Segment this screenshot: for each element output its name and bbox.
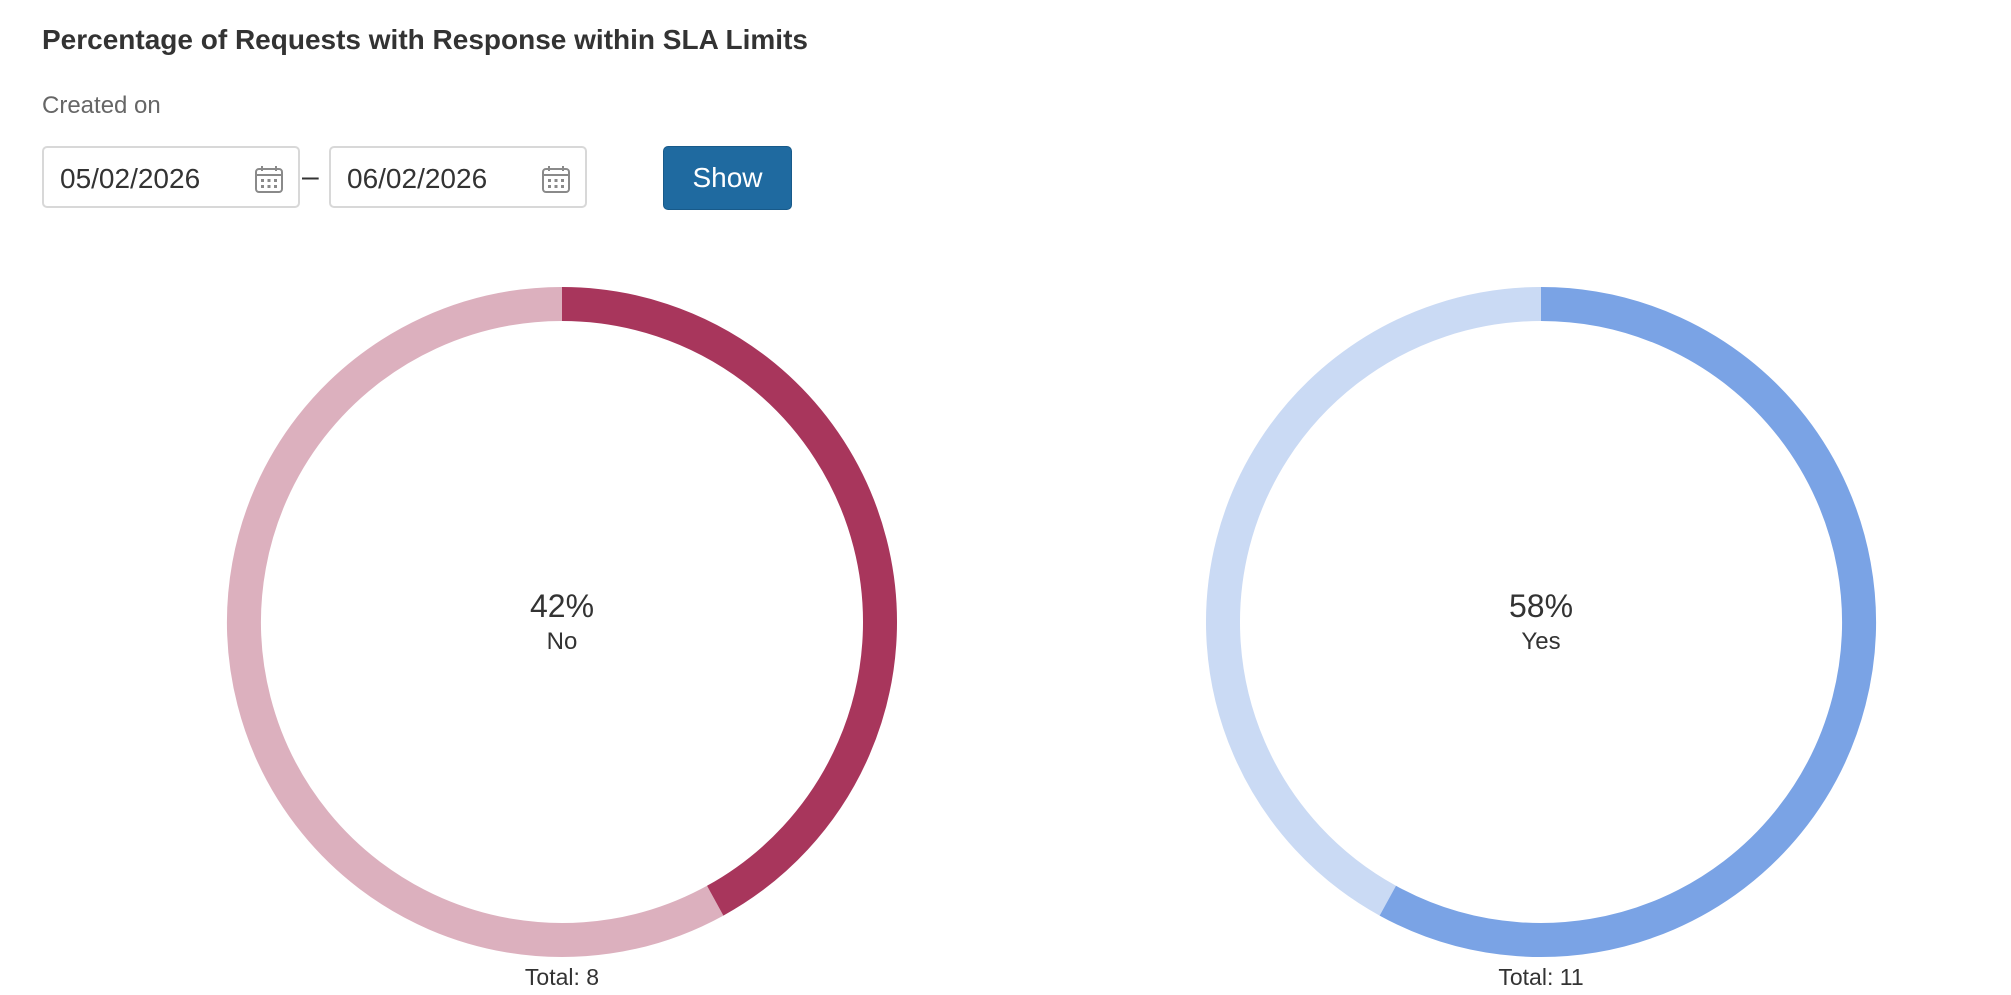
date-from-field[interactable]: 05/02/2026 — [42, 146, 300, 208]
donut-center-label: No — [547, 628, 578, 655]
donut-total-label: Total: 8 — [525, 964, 599, 990]
donut-slice-no — [561, 287, 897, 916]
page-title: Percentage of Requests with Response wit… — [42, 24, 808, 55]
donut-total-label: Total: 11 — [1498, 964, 1583, 990]
date-range-separator: – — [302, 160, 319, 193]
donut-center-label: Yes — [1521, 628, 1560, 655]
date-to-value: 06/02/2026 — [347, 163, 488, 194]
date-from-value: 05/02/2026 — [60, 163, 201, 194]
calendar-icon[interactable] — [541, 164, 571, 194]
date-to-field[interactable]: 06/02/2026 — [329, 146, 587, 208]
donut-center-percent: 58% — [1509, 588, 1573, 624]
donut-center-percent: 42% — [530, 588, 594, 624]
show-button[interactable]: Show — [663, 146, 792, 210]
donut-slice-rest — [227, 287, 724, 957]
donut-chart: 58% Yes Total: 11 — [1206, 287, 1876, 990]
donut-slice-rest — [1206, 287, 1542, 916]
calendar-icon[interactable] — [254, 164, 284, 194]
created-on-label: Created on — [42, 92, 161, 119]
donut-slice-yes — [1379, 287, 1876, 957]
donut-chart: 42% No Total: 8 — [227, 287, 897, 990]
